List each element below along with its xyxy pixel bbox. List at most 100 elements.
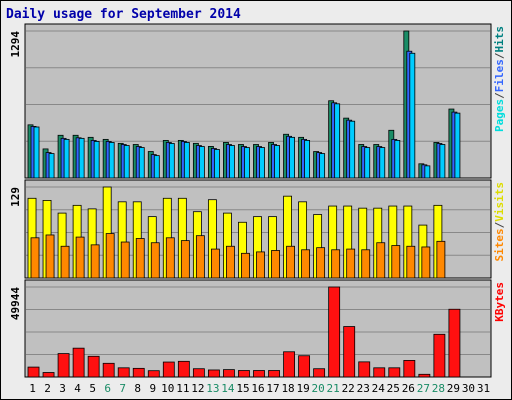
- bar-kbytes-day-20: [313, 368, 326, 378]
- day-label-10: 10: [161, 382, 174, 395]
- bar-sites-day-6: [105, 233, 115, 279]
- bar-kbytes-day-13: [207, 369, 220, 378]
- bar-pages-day-1: [33, 126, 40, 179]
- day-label-6: 6: [104, 382, 111, 395]
- bar-pages-day-27: [424, 165, 431, 179]
- day-label-4: 4: [74, 382, 81, 395]
- bar-sites-day-4: [75, 236, 85, 279]
- bar-sites-day-17: [271, 250, 280, 279]
- chart-title: Daily usage for September 2014: [6, 7, 241, 22]
- bar-pages-day-12: [198, 146, 205, 179]
- panel-traffic-ymax-label: 1294: [9, 31, 22, 58]
- bar-kbytes-day-21: [328, 286, 341, 378]
- bar-pages-day-26: [409, 52, 416, 179]
- day-label-3: 3: [59, 382, 66, 395]
- bar-sites-day-26: [406, 245, 416, 279]
- day-label-1: 1: [29, 382, 36, 395]
- bar-sites-day-27: [421, 246, 431, 279]
- bar-pages-day-17: [274, 145, 280, 179]
- bar-pages-day-2: [48, 153, 55, 179]
- bar-kbytes-day-25: [388, 367, 401, 378]
- legend-item-2: Visits: [493, 182, 506, 222]
- bar-pages-day-13: [213, 149, 220, 179]
- day-label-22: 22: [342, 382, 355, 395]
- bar-pages-day-16: [259, 147, 265, 179]
- bar-sites-day-1: [30, 237, 40, 279]
- bar-kbytes-day-1: [27, 366, 40, 378]
- day-label-8: 8: [134, 382, 141, 395]
- bar-kbytes-day-10: [162, 361, 175, 378]
- bar-pages-day-5: [93, 141, 100, 179]
- bar-kbytes-day-17: [268, 370, 280, 378]
- bar-kbytes-day-15: [238, 370, 250, 378]
- bar-sites-day-24: [376, 242, 386, 279]
- day-label-30: 30: [462, 382, 475, 395]
- day-label-29: 29: [447, 382, 460, 395]
- day-label-28: 28: [432, 382, 445, 395]
- bar-kbytes-day-5: [87, 355, 100, 378]
- bar-pages-day-28: [439, 144, 446, 179]
- bar-pages-day-21: [334, 103, 341, 179]
- day-label-26: 26: [402, 382, 415, 395]
- legend-item-0: Sites: [493, 228, 506, 261]
- legend-item-4: Hits: [493, 26, 506, 53]
- bar-sites-day-20: [316, 247, 326, 279]
- bar-pages-day-3: [63, 138, 70, 179]
- bar-sites-day-28: [436, 240, 446, 279]
- legend-item-3: /: [493, 52, 506, 59]
- bar-sites-day-7: [120, 241, 130, 279]
- bar-pages-day-7: [123, 145, 130, 179]
- bar-kbytes-day-29: [448, 308, 461, 378]
- bar-sites-day-10: [165, 237, 175, 279]
- panel-kbytes-legend: KBytes: [493, 282, 506, 322]
- day-label-7: 7: [119, 382, 126, 395]
- bar-pages-day-4: [78, 137, 85, 179]
- day-label-14: 14: [221, 382, 235, 395]
- bar-pages-day-15: [244, 147, 250, 179]
- bar-pages-day-10: [168, 143, 175, 179]
- panel-kbytes-ymax-label: 49944: [9, 287, 22, 320]
- legend-item-1: /: [493, 221, 506, 228]
- bar-pages-day-9: [153, 155, 160, 179]
- bar-pages-day-22: [349, 120, 356, 179]
- day-label-12: 12: [191, 382, 204, 395]
- bar-kbytes-day-22: [343, 326, 356, 378]
- bar-sites-day-22: [346, 248, 356, 279]
- bar-sites-day-21: [331, 249, 341, 279]
- bar-sites-day-18: [286, 245, 295, 279]
- day-label-15: 15: [236, 382, 249, 395]
- bar-sites-day-14: [226, 245, 235, 279]
- bar-pages-day-25: [394, 139, 401, 179]
- bar-kbytes-day-16: [253, 370, 265, 378]
- day-label-23: 23: [357, 382, 370, 395]
- bar-pages-day-11: [183, 142, 190, 179]
- bar-kbytes-day-3: [57, 353, 70, 378]
- legend-item-2: Files: [493, 59, 506, 92]
- bar-kbytes-day-14: [223, 369, 235, 378]
- legend-item-0: KBytes: [493, 282, 506, 322]
- bar-kbytes-day-12: [192, 368, 205, 378]
- bar-kbytes-day-27: [418, 373, 431, 378]
- bar-sites-day-12: [195, 235, 205, 279]
- bar-pages-day-14: [229, 145, 235, 179]
- day-label-9: 9: [149, 382, 156, 395]
- panel-visits-legend: Sites/Visits: [493, 182, 506, 262]
- legend-item-0: Pages: [493, 99, 506, 132]
- bar-sites-day-8: [135, 238, 145, 279]
- bar-kbytes-day-2: [42, 372, 55, 378]
- bar-sites-day-15: [241, 252, 250, 279]
- bar-kbytes-day-28: [433, 333, 446, 378]
- bar-kbytes-day-26: [403, 360, 416, 378]
- bar-kbytes-day-9: [147, 370, 160, 378]
- bar-pages-day-29: [454, 112, 461, 179]
- day-label-24: 24: [372, 382, 386, 395]
- day-label-27: 27: [417, 382, 430, 395]
- bar-kbytes-day-24: [373, 367, 386, 378]
- bar-kbytes-day-4: [72, 347, 85, 378]
- bar-pages-day-8: [138, 147, 145, 179]
- panel-visits-ymax-label: 129: [9, 187, 22, 207]
- bar-sites-day-5: [90, 244, 100, 279]
- bar-pages-day-6: [108, 142, 115, 179]
- bar-pages-day-23: [364, 147, 371, 179]
